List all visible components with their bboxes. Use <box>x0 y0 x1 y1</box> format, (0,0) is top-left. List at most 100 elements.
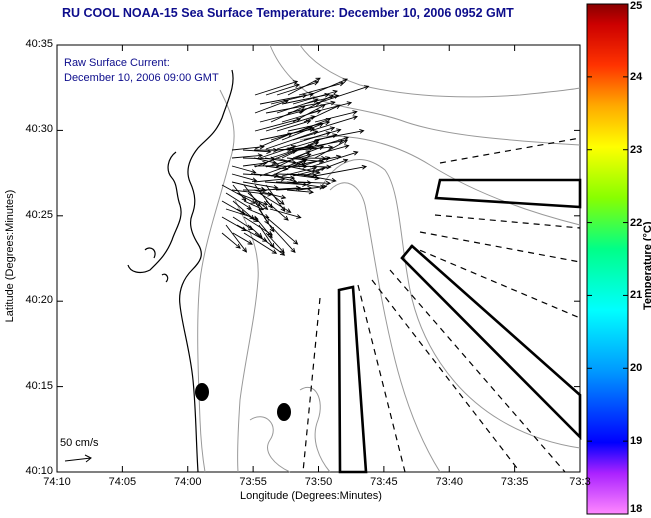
colorbar-tick-label: 21 <box>630 289 643 302</box>
x-tick-label: 74:05 <box>108 476 137 488</box>
x-tick-label: 73:3 <box>569 476 591 488</box>
current-vector <box>297 173 337 183</box>
y-axis-ticks <box>57 44 580 473</box>
current-vector <box>265 83 300 96</box>
current-vector <box>309 78 349 96</box>
current-vector <box>297 164 332 170</box>
current-vector <box>231 173 258 183</box>
x-tick-label: 73:35 <box>500 476 529 488</box>
current-vector <box>254 80 299 96</box>
current-vector <box>314 164 368 177</box>
current-vector <box>269 208 302 219</box>
y-tick-label: 40:35 <box>25 38 53 50</box>
current-vector <box>247 208 270 219</box>
current-vector <box>269 192 285 205</box>
colorbar-tick-label: 25 <box>630 0 643 12</box>
current-vector <box>225 224 248 253</box>
scale-label: 50 cm/s <box>60 437 99 449</box>
current-vector <box>276 98 319 114</box>
current-vector <box>286 144 314 151</box>
radar-beams <box>337 178 582 474</box>
current-vector <box>264 165 289 172</box>
scale-arrow <box>64 454 92 463</box>
coastline <box>127 69 234 473</box>
colorbar-tick-label: 24 <box>630 70 643 83</box>
x-tick-label: 73:55 <box>239 476 267 488</box>
current-vector <box>232 216 254 231</box>
current-vector <box>265 232 285 254</box>
current-vector <box>281 139 320 159</box>
current-vector <box>287 100 336 114</box>
current-vector <box>254 149 298 168</box>
current-vector <box>276 80 320 96</box>
x-tick-label: 74:00 <box>173 476 202 488</box>
current-vector <box>221 232 241 249</box>
current-vector <box>242 160 268 167</box>
x-tick-label: 73:40 <box>435 476 464 488</box>
current-vector <box>254 117 302 132</box>
map-title: RU COOL NOAA-15 Sea Surface Temperature:… <box>62 6 514 20</box>
current-vector <box>286 165 321 175</box>
colorbar-tick-label: 23 <box>630 143 643 156</box>
surface-current-vectors <box>221 77 370 256</box>
current-vector <box>265 115 316 132</box>
current-vector <box>254 99 289 114</box>
current-vector <box>292 89 338 105</box>
radar-dashed-lines <box>302 137 581 473</box>
current-vector <box>303 158 349 177</box>
colorbar-ticks <box>587 3 628 515</box>
x-tick-label: 74:10 <box>43 476 71 488</box>
current-vector <box>281 109 322 123</box>
current-vector <box>221 216 247 232</box>
current-vector <box>254 132 293 150</box>
y-axis-label: Latitude (Degrees:Minutes) <box>4 189 16 323</box>
current-vector <box>264 185 302 191</box>
colorbar-tick-label: 18 <box>630 503 643 515</box>
current-vector <box>292 126 336 141</box>
current-vector <box>231 165 257 174</box>
current-label-line1: Raw Surface Current: <box>64 57 170 69</box>
current-vector <box>287 133 338 150</box>
current-vector <box>276 131 332 150</box>
colorbar-tick-label: 22 <box>630 216 643 229</box>
current-vector <box>314 110 358 123</box>
current-vector <box>232 232 253 245</box>
current-vector <box>286 189 315 195</box>
x-axis-label: Longitude (Degrees:Minutes) <box>240 490 382 502</box>
current-vector <box>297 184 328 191</box>
current-vector <box>287 77 321 96</box>
current-vector <box>275 172 317 178</box>
x-axis-ticks <box>56 45 581 472</box>
current-vector <box>309 150 359 168</box>
buoy-marker-west <box>195 383 209 401</box>
current-vector <box>297 155 327 161</box>
colorbar-label: Temperature (°C) <box>642 221 651 310</box>
current-vector <box>270 92 315 105</box>
colorbar-tick-label: 19 <box>630 435 643 448</box>
current-vector <box>247 192 269 210</box>
current-vector <box>269 224 296 254</box>
y-tick-label: 40:25 <box>25 208 53 221</box>
current-vector <box>303 104 341 123</box>
current-vector <box>276 119 312 132</box>
map-frame <box>56 44 581 473</box>
current-vector <box>297 144 334 151</box>
current-vector <box>281 122 324 141</box>
current-vector <box>314 85 370 105</box>
current-vector <box>265 130 319 150</box>
current-vector <box>231 144 265 151</box>
current-vector <box>298 118 332 132</box>
current-vector <box>253 176 286 183</box>
current-vector <box>258 192 292 213</box>
colorbar <box>586 3 629 515</box>
current-vector <box>297 180 332 186</box>
current-vector <box>298 94 335 114</box>
current-vector <box>309 115 358 132</box>
current-vector <box>243 232 278 254</box>
buoy-marker-east <box>277 403 291 421</box>
x-tick-label: 73:50 <box>304 476 333 488</box>
current-label-line2: December 10, 2006 09:00 GMT <box>64 72 219 84</box>
current-vector <box>270 105 306 123</box>
current-vector <box>286 173 320 181</box>
